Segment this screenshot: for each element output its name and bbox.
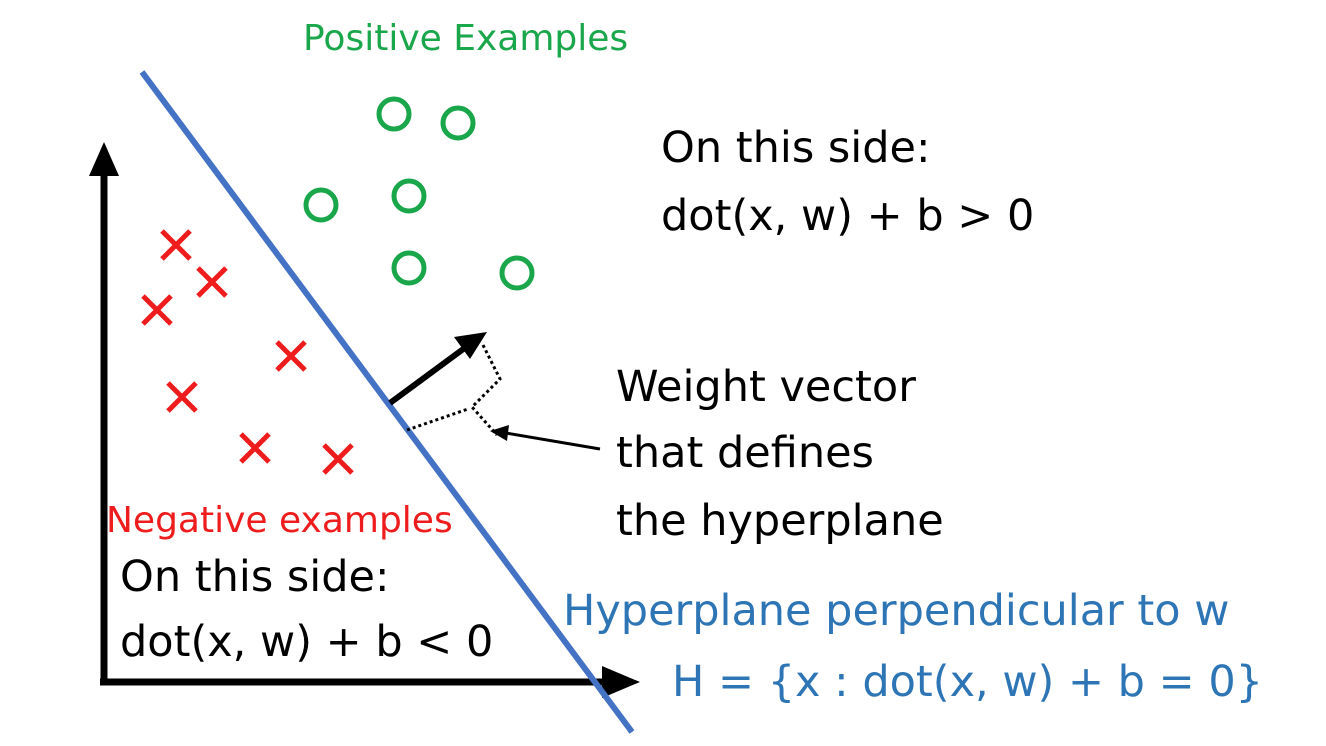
weight-vector-line3: the hyperplane xyxy=(616,496,944,546)
negative-point xyxy=(141,294,173,326)
axes xyxy=(89,142,640,698)
negative-point xyxy=(166,381,198,413)
weight-vector-shaft xyxy=(388,344,468,406)
negative-point xyxy=(196,266,228,298)
positive-point xyxy=(391,250,427,286)
negative-point xyxy=(275,340,307,372)
positive-point xyxy=(391,178,427,214)
positive-side-line1: On this side: xyxy=(661,123,931,173)
right-angle-indicator xyxy=(469,344,502,436)
y-axis-arrowhead xyxy=(89,142,119,176)
negative-point xyxy=(322,443,354,475)
positive-examples-title: Positive Examples xyxy=(303,18,628,59)
hyperplane-caption-line2: H = {x : dot(x, w) + b = 0} xyxy=(672,657,1263,707)
right-angle-indicator-base xyxy=(406,407,469,432)
annotation-arrow-line xyxy=(505,431,601,451)
weight-vector-arrowhead xyxy=(454,332,487,359)
negative-examples-title: Negative examples xyxy=(106,500,453,541)
negative-point xyxy=(160,229,192,261)
hyperplane-line xyxy=(139,70,635,734)
negative-side-line2: dot(x, w) + b < 0 xyxy=(120,617,493,667)
positive-point xyxy=(499,255,535,291)
weight-vector-line1: Weight vector xyxy=(616,362,916,412)
positive-point xyxy=(440,105,476,141)
annotation-arrow-head xyxy=(490,425,509,441)
positive-point xyxy=(376,96,412,132)
positive-point xyxy=(303,187,339,223)
positive-side-line2: dot(x, w) + b > 0 xyxy=(661,191,1034,241)
weight-vector xyxy=(388,332,601,451)
hyperplane-caption-line1: Hyperplane perpendicular to w xyxy=(563,586,1229,636)
x-axis-arrowhead xyxy=(602,666,640,698)
weight-vector-line2: that defines xyxy=(616,428,874,478)
negative-examples xyxy=(141,229,354,475)
negative-point xyxy=(239,432,271,464)
positive-examples xyxy=(303,96,535,291)
negative-side-line1: On this side: xyxy=(120,552,390,602)
